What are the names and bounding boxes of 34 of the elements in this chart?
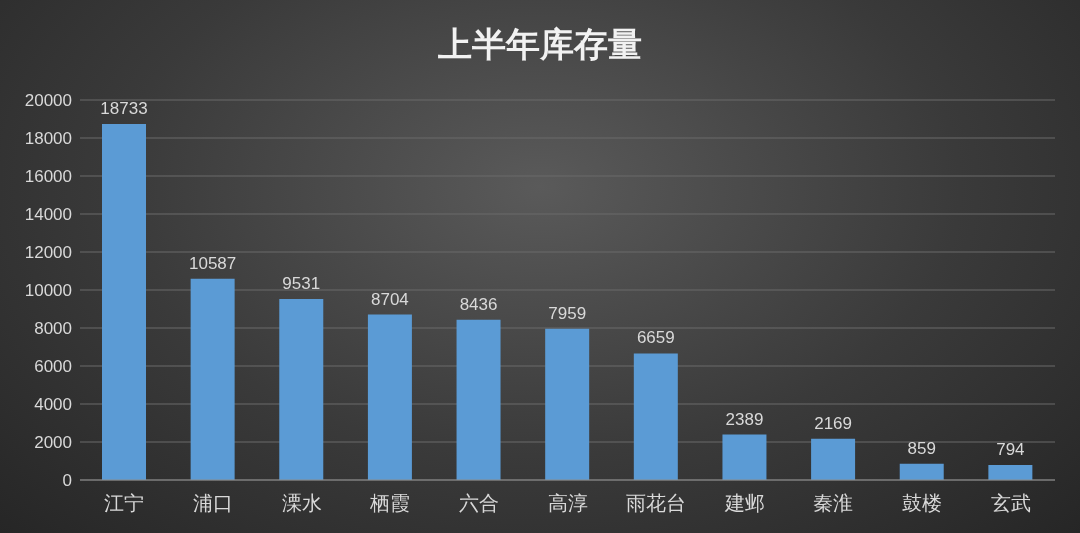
y-tick-label: 18000 xyxy=(24,129,72,149)
data-label: 2169 xyxy=(814,413,852,433)
x-tick-label: 浦口 xyxy=(192,492,233,515)
data-label: 6659 xyxy=(636,328,675,348)
y-tick-label: 14000 xyxy=(24,205,72,225)
chart-title: 上半年库存量 xyxy=(437,24,643,65)
data-label: 8436 xyxy=(459,294,498,314)
data-label: 859 xyxy=(907,438,936,458)
x-tick-label: 六合 xyxy=(458,492,499,515)
data-label: 18733 xyxy=(100,99,148,119)
y-tick-label: 20000 xyxy=(24,91,72,111)
data-label: 8704 xyxy=(371,289,409,309)
data-label: 2389 xyxy=(725,409,764,429)
x-tick-label: 雨花台 xyxy=(626,492,687,515)
y-tick-label: 12000 xyxy=(24,243,72,263)
y-tick-label: 16000 xyxy=(24,167,72,187)
data-label: 9531 xyxy=(282,273,321,293)
x-tick-label: 栖霞 xyxy=(369,492,411,515)
y-tick-label: 4000 xyxy=(34,395,72,415)
data-label: 7959 xyxy=(548,303,587,323)
y-tick-label: 0 xyxy=(62,471,72,491)
y-tick-label: 2000 xyxy=(34,433,72,453)
data-label: 10587 xyxy=(189,253,237,273)
y-tick-label: 6000 xyxy=(34,357,72,377)
x-tick-label: 鼓楼 xyxy=(902,492,943,515)
data-label: 794 xyxy=(996,439,1025,459)
y-tick-label: 8000 xyxy=(34,319,72,339)
x-tick-label: 建邺 xyxy=(723,492,765,515)
x-tick-label: 江宁 xyxy=(104,492,145,515)
x-tick-label: 玄武 xyxy=(990,492,1031,515)
y-tick-label: 10000 xyxy=(24,281,72,301)
x-tick-label: 秦淮 xyxy=(813,492,854,515)
x-tick-label: 高淳 xyxy=(547,492,588,515)
x-tick-label: 溧水 xyxy=(281,492,322,515)
